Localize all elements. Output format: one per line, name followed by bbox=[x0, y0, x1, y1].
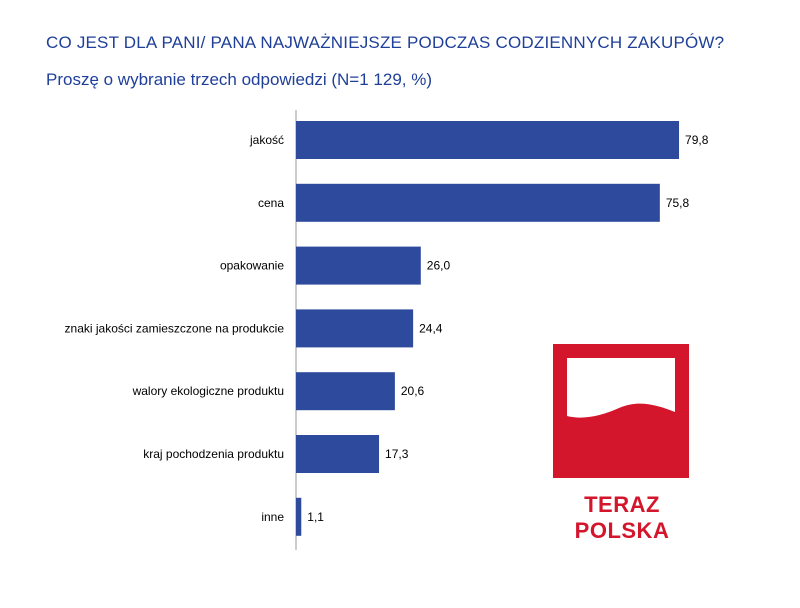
category-label: walory ekologiczne produktu bbox=[132, 384, 284, 398]
value-label: 20,6 bbox=[401, 384, 425, 398]
bar bbox=[296, 435, 380, 473]
teraz-polska-logo: TERAZ POLSKA bbox=[537, 320, 707, 543]
category-label: cena bbox=[258, 196, 284, 210]
value-label: 79,8 bbox=[685, 133, 709, 147]
value-label: 1,1 bbox=[307, 510, 324, 524]
value-label: 17,3 bbox=[385, 447, 409, 461]
bar bbox=[296, 497, 302, 536]
value-label: 26,0 bbox=[427, 259, 451, 273]
category-label: znaki jakości zamieszczone na produkcie bbox=[65, 321, 285, 335]
bar bbox=[296, 309, 414, 348]
category-label: kraj pochodzenia produktu bbox=[143, 447, 284, 461]
bar bbox=[296, 121, 680, 159]
teraz-polska-flag-logo bbox=[553, 344, 689, 478]
value-label: 75,8 bbox=[666, 196, 690, 210]
category-label: inne bbox=[261, 510, 284, 524]
bars-group: jakość 79,8 cena 75,8 opakowanie 26,0 znaki ja… bbox=[65, 110, 709, 550]
category-label: jakość bbox=[249, 133, 284, 147]
logo-text: TERAZ POLSKA bbox=[574, 492, 670, 543]
bar bbox=[296, 246, 421, 285]
chart-subtitle: Proszę o wybranie trzech odpowiedzi (N=1… bbox=[46, 70, 432, 89]
category-label: opakowanie bbox=[220, 259, 284, 273]
bar bbox=[296, 183, 660, 222]
chart-title: CO JEST DLA PANI/ PANA NAJWAŻNIEJSZE POD… bbox=[46, 33, 725, 52]
bar bbox=[296, 372, 395, 411]
value-label: 24,4 bbox=[419, 321, 443, 335]
